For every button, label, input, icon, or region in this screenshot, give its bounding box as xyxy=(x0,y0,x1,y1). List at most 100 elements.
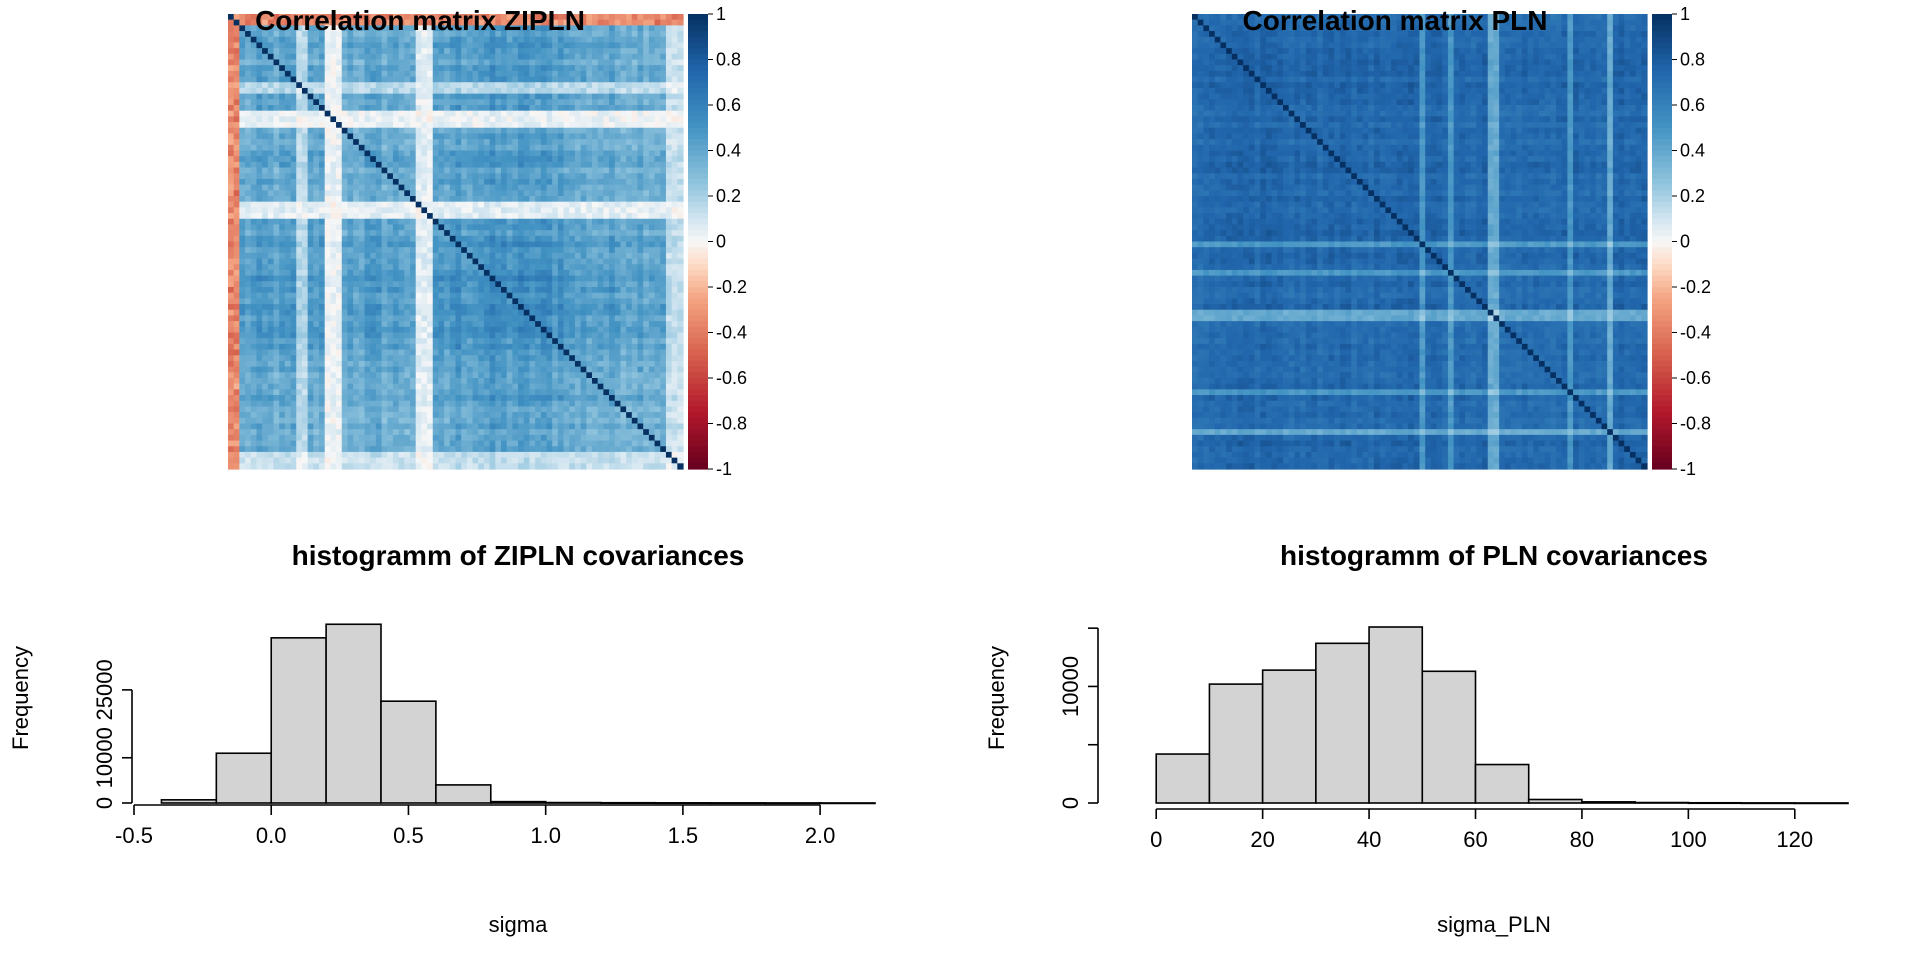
heatmap-cell xyxy=(546,269,553,277)
heatmap-cell xyxy=(466,93,474,100)
heatmap-cell xyxy=(466,173,474,180)
heatmap-cell xyxy=(501,42,508,49)
heatmap-cell xyxy=(245,110,252,117)
heatmap-cell xyxy=(347,133,354,140)
heatmap-cell xyxy=(319,76,326,83)
heatmap-cell xyxy=(614,25,622,32)
heatmap-cell xyxy=(648,110,656,117)
heatmap-cell xyxy=(347,264,354,271)
heatmap-cell xyxy=(609,287,616,294)
heatmap-cell xyxy=(609,122,616,129)
heatmap-cell xyxy=(256,150,263,157)
heatmap-cell xyxy=(614,360,622,368)
heatmap-cell xyxy=(614,196,622,203)
heatmap-cell xyxy=(506,167,513,174)
heatmap-cell xyxy=(319,93,326,100)
heatmap-cell xyxy=(347,321,354,328)
heatmap-cell xyxy=(529,116,536,123)
heatmap-cell xyxy=(319,309,326,317)
heatmap-cell xyxy=(370,201,377,208)
heatmap-cell xyxy=(370,269,377,277)
heatmap-cell xyxy=(370,360,377,368)
heatmap-cell xyxy=(438,116,445,123)
heatmap-cell xyxy=(660,122,667,129)
heatmap-cell xyxy=(398,230,405,237)
heatmap-cell xyxy=(501,110,508,117)
heatmap-cell xyxy=(387,269,394,277)
heatmap-cell xyxy=(563,355,570,362)
heatmap-cell xyxy=(353,93,360,100)
heatmap-cell xyxy=(563,315,570,322)
heatmap-cell xyxy=(552,150,559,157)
heatmap-cell xyxy=(250,65,258,72)
heatmap-cell xyxy=(501,241,508,248)
heatmap-cell xyxy=(552,19,559,26)
heatmap-cell xyxy=(631,196,639,203)
heatmap-cell xyxy=(540,230,548,237)
heatmap-cell xyxy=(466,36,474,44)
heatmap-cell xyxy=(421,122,428,129)
heatmap-cell xyxy=(580,59,587,66)
heatmap-cell xyxy=(307,14,314,21)
heatmap-cell xyxy=(370,287,377,294)
heatmap-cell xyxy=(535,213,542,220)
heatmap-cell xyxy=(313,230,320,237)
heatmap-cell xyxy=(228,275,235,282)
heatmap-cell xyxy=(495,292,502,299)
heatmap-cell xyxy=(574,247,582,254)
heatmap-cell xyxy=(387,70,394,78)
heatmap-cell xyxy=(307,36,314,44)
heatmap-cell xyxy=(279,247,286,254)
heatmap-cell xyxy=(353,201,360,208)
heatmap-cell xyxy=(483,281,491,288)
heatmap-cell xyxy=(483,133,491,140)
heatmap-cell xyxy=(609,315,616,322)
heatmap-cell xyxy=(330,161,337,169)
heatmap-cell xyxy=(540,201,548,208)
heatmap-cell xyxy=(552,116,559,123)
heatmap-cell xyxy=(410,235,417,243)
heatmap-cell xyxy=(239,65,246,72)
heatmap-cell xyxy=(557,76,565,83)
heatmap-cell xyxy=(347,87,354,95)
heatmap-cell xyxy=(580,19,587,26)
heatmap-cell xyxy=(546,218,553,226)
heatmap-cell xyxy=(472,264,479,271)
heatmap-cell xyxy=(370,59,377,66)
heatmap-cell xyxy=(512,287,519,294)
heatmap-cell xyxy=(677,315,684,322)
heatmap-cell xyxy=(546,315,553,322)
heatmap-cell xyxy=(245,332,252,339)
heatmap-cell xyxy=(529,213,536,220)
heatmap-cell xyxy=(586,269,593,277)
heatmap-cell xyxy=(341,65,349,72)
heatmap-cell xyxy=(546,349,553,356)
heatmap-cell xyxy=(427,99,434,106)
heatmap-cell xyxy=(432,196,440,203)
heatmap-cell xyxy=(330,355,337,362)
heatmap-cell xyxy=(245,42,252,49)
heatmap-cell xyxy=(364,235,371,243)
heatmap-cell xyxy=(438,167,445,174)
heatmap-cell xyxy=(523,105,531,112)
heatmap-cell xyxy=(296,252,303,260)
heatmap-cell xyxy=(347,258,354,265)
heatmap-cell xyxy=(665,190,673,197)
heatmap-cell xyxy=(410,59,417,66)
heatmap-cell xyxy=(654,122,661,129)
heatmap-cell xyxy=(648,105,656,112)
heatmap-cell xyxy=(404,321,411,328)
heatmap-cell xyxy=(648,70,656,78)
heatmap-cell xyxy=(455,25,462,32)
heatmap-cell xyxy=(506,173,513,180)
heatmap-cell xyxy=(603,315,610,322)
heatmap-cell xyxy=(671,161,678,169)
heatmap-cell xyxy=(540,25,548,32)
heatmap-cell xyxy=(580,42,587,49)
heatmap-cell xyxy=(307,65,314,72)
heatmap-cell xyxy=(267,99,275,106)
heatmap-cell xyxy=(478,224,485,231)
heatmap-cell xyxy=(398,36,405,44)
heatmap-cell xyxy=(438,224,445,231)
heatmap-cell xyxy=(574,116,582,123)
